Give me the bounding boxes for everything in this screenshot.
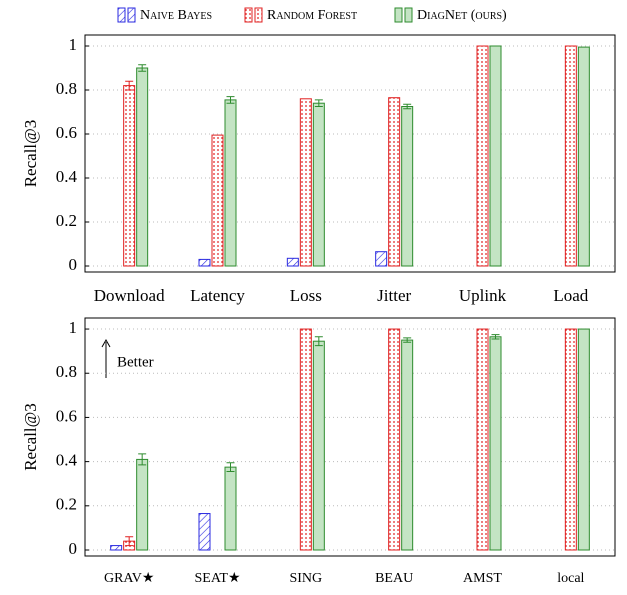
legend-swatch <box>244 7 253 23</box>
y-tick-label: 0.2 <box>56 495 77 514</box>
bar <box>136 458 149 551</box>
y-axis-label: Recall@3 <box>21 120 40 188</box>
y-tick-label: 0.4 <box>56 451 78 470</box>
bar <box>123 85 136 267</box>
bar <box>211 134 224 267</box>
bar <box>388 97 401 267</box>
x-tick-label: SEAT★ <box>195 571 241 586</box>
bar <box>299 328 312 551</box>
x-tick-label: SING <box>289 571 322 586</box>
y-axis-label: Recall@3 <box>21 403 40 471</box>
legend-label: Naive Bayes <box>140 8 212 23</box>
error-bar <box>226 96 235 104</box>
bar <box>564 328 577 551</box>
plot-frame <box>84 317 616 557</box>
annotation: Better <box>117 354 154 370</box>
bar <box>312 102 325 267</box>
bar <box>489 336 502 551</box>
y-tick-label: 0 <box>69 255 78 274</box>
bar <box>375 251 388 267</box>
x-tick-label: Jitter <box>377 286 411 305</box>
x-tick-label: GRAV★ <box>104 571 154 586</box>
legend-swatch <box>127 7 136 23</box>
arrow-head <box>101 338 111 348</box>
x-tick-label: Uplink <box>459 286 507 305</box>
bar <box>577 46 590 267</box>
y-tick-label: 0.6 <box>56 123 77 142</box>
y-tick-label: 0 <box>69 539 78 558</box>
error-bar <box>314 336 323 347</box>
bar <box>564 45 577 267</box>
bar <box>198 258 211 267</box>
y-tick-label: 0.8 <box>56 362 77 381</box>
y-tick-label: 0.2 <box>56 211 77 230</box>
bar <box>286 257 299 267</box>
bar <box>577 328 590 551</box>
y-tick-label: 0.8 <box>56 79 77 98</box>
x-tick-label: AMST <box>463 571 502 586</box>
x-tick-label: BEAU <box>375 571 413 586</box>
error-bar <box>125 536 134 547</box>
bar <box>224 99 237 267</box>
bar <box>476 45 489 267</box>
y-tick-label: 0.6 <box>56 406 77 425</box>
bar <box>136 67 149 267</box>
error-bar <box>403 337 412 343</box>
bar <box>388 328 401 551</box>
legend-swatch <box>404 7 413 23</box>
error-bar <box>226 462 235 473</box>
x-tick-label: Load <box>553 286 588 305</box>
bar <box>489 45 502 267</box>
error-bar <box>314 99 323 107</box>
y-tick-label: 0.4 <box>56 167 78 186</box>
legend-swatch <box>394 7 403 23</box>
bar <box>224 466 237 551</box>
x-tick-label: local <box>557 571 584 586</box>
x-tick-label: Loss <box>290 286 322 305</box>
bar <box>299 98 312 267</box>
legend-swatch <box>254 7 263 23</box>
bar <box>110 545 123 551</box>
bar <box>198 513 211 551</box>
x-tick-label: Download <box>94 286 165 305</box>
bar <box>476 328 489 551</box>
bar <box>312 340 325 551</box>
y-tick-label: 1 <box>69 318 78 337</box>
bar <box>401 106 414 267</box>
error-bar <box>403 103 412 110</box>
plot-frame <box>84 34 616 273</box>
legend-swatch <box>117 7 126 23</box>
bar <box>401 339 414 551</box>
error-bar <box>125 80 134 91</box>
error-bar <box>491 334 500 340</box>
error-bar <box>138 64 147 72</box>
legend-label: DiagNet (ours) <box>417 8 507 23</box>
error-bar <box>138 453 147 466</box>
x-tick-label: Latency <box>190 286 245 305</box>
y-tick-label: 1 <box>69 35 78 54</box>
legend-label: Random Forest <box>267 8 357 23</box>
